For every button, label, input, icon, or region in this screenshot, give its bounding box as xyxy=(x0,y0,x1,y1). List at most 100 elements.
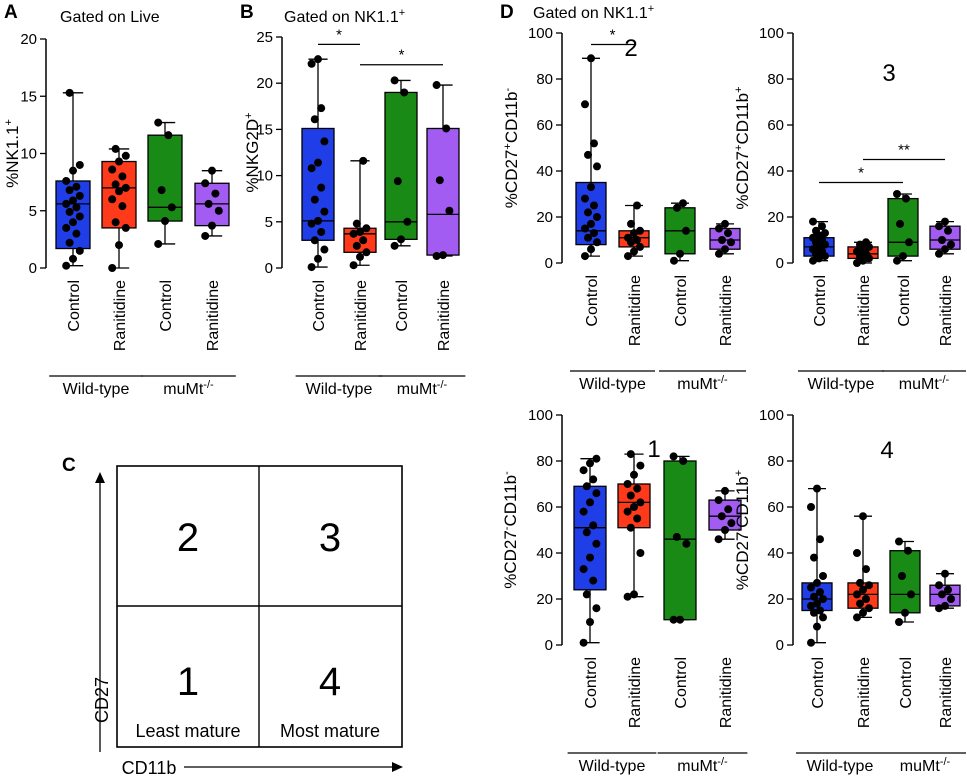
data-point xyxy=(211,189,220,198)
quadrant-number-2: 2 xyxy=(177,516,199,560)
data-point xyxy=(167,203,176,212)
category-label: Ranitidine xyxy=(205,280,222,351)
data-point xyxy=(626,450,635,459)
data-point xyxy=(807,503,815,511)
data-point xyxy=(718,236,726,244)
data-point xyxy=(310,115,319,124)
data-point xyxy=(630,229,638,238)
data-point xyxy=(317,183,326,192)
data-point xyxy=(819,595,827,603)
data-point xyxy=(853,247,861,256)
box-1: Ranitidine xyxy=(343,156,377,351)
data-point xyxy=(947,240,955,249)
data-point xyxy=(69,166,77,175)
data-point xyxy=(75,246,84,255)
data-point xyxy=(941,601,949,610)
category-label: Control xyxy=(896,275,913,327)
panel-title: Gated on NK1.1+ xyxy=(533,3,654,22)
data-point xyxy=(320,207,329,216)
data-point xyxy=(118,202,127,211)
panel-d1: 1 0 20 40 60 80 100 %CD27-CD11b- Control Ranitidi… xyxy=(501,407,748,775)
quadrant-number-label: 2 xyxy=(624,35,637,62)
data-point xyxy=(581,194,589,203)
data-point xyxy=(307,164,316,173)
data-point xyxy=(721,219,729,228)
y-tick-label: 80 xyxy=(767,453,784,470)
data-point xyxy=(899,252,907,261)
group-label: Wild-type xyxy=(579,758,646,775)
data-point xyxy=(201,231,210,240)
data-point xyxy=(108,165,117,174)
data-point xyxy=(679,457,688,465)
group-label: muMt-/- xyxy=(677,374,728,393)
data-point xyxy=(62,199,71,208)
data-point xyxy=(633,514,642,523)
panel-letter-c: C xyxy=(62,455,76,476)
data-point xyxy=(938,590,946,599)
data-point xyxy=(587,54,595,63)
data-point xyxy=(75,160,84,169)
category-label: Ranitidine xyxy=(856,657,873,728)
category-label: Ranitidine xyxy=(627,275,644,346)
data-point xyxy=(72,229,81,238)
y-tick-label: 10 xyxy=(20,146,37,163)
data-point xyxy=(359,236,368,245)
data-point xyxy=(682,539,691,548)
data-point xyxy=(587,183,595,192)
data-point xyxy=(69,254,77,263)
quadrant-number-1: 1 xyxy=(177,660,199,704)
data-point xyxy=(809,245,817,254)
data-point xyxy=(111,144,120,153)
box-2: Control xyxy=(887,190,919,327)
data-point xyxy=(679,199,687,208)
data-point xyxy=(669,615,678,624)
box-3: Ranitidine xyxy=(929,217,961,346)
data-point xyxy=(727,519,736,528)
data-point xyxy=(65,207,74,216)
data-point xyxy=(856,240,864,249)
data-point xyxy=(118,172,127,181)
data-point xyxy=(935,249,943,258)
data-point xyxy=(72,182,81,191)
data-point xyxy=(715,249,723,258)
data-point xyxy=(582,482,591,491)
category-label: Ranitidine xyxy=(627,657,644,728)
group-label: Wild-type xyxy=(808,376,875,393)
data-point xyxy=(65,238,74,247)
data-point xyxy=(818,222,826,231)
data-point xyxy=(592,454,601,463)
group-label: muMt-/- xyxy=(900,756,951,775)
box-iqr xyxy=(147,134,183,222)
data-point xyxy=(672,532,681,541)
data-point xyxy=(214,206,223,215)
y-tick-label: 80 xyxy=(536,453,553,470)
y-tick-label: 80 xyxy=(536,71,553,88)
box-iqr xyxy=(887,197,919,257)
data-point xyxy=(944,585,952,594)
y-tick-label: 25 xyxy=(256,29,273,46)
data-point xyxy=(941,217,949,226)
y-tick-label: 40 xyxy=(767,163,784,180)
data-point xyxy=(895,618,903,626)
data-point xyxy=(636,226,644,235)
y-tick-label: 0 xyxy=(776,255,784,272)
box-2: Control xyxy=(889,537,921,709)
panel-letter-b: B xyxy=(240,2,254,23)
y-tick-label: 40 xyxy=(536,545,553,562)
data-point xyxy=(111,218,120,227)
data-point xyxy=(584,150,592,159)
y-tick-label: 100 xyxy=(759,25,784,42)
panel-b: B Gated on NK1.1+ 0 5 10 15 20 25 %NKG2D+ Control… xyxy=(240,2,466,398)
data-point xyxy=(317,104,326,113)
quadrant-number-label: 3 xyxy=(882,60,895,87)
data-point xyxy=(893,256,901,265)
data-point xyxy=(853,259,861,267)
data-point xyxy=(65,186,74,195)
data-point xyxy=(359,156,368,165)
data-point xyxy=(714,535,723,544)
y-tick-label: 20 xyxy=(256,75,273,92)
category-label: Control xyxy=(583,657,600,709)
data-point xyxy=(108,264,117,272)
